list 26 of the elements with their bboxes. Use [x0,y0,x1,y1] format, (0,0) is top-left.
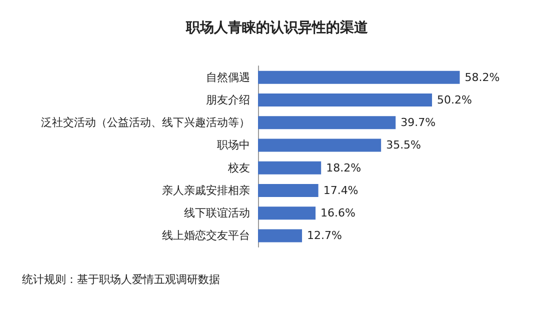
data-label: 50.2% [437,93,472,106]
text: 统计规则：基于职场人爱情五观调研数据 [22,273,220,286]
y-tick-label: 亲人亲戚安排相亲 [162,184,250,197]
data-label: 16.6% [320,206,356,220]
data-label: 17.4% [323,184,358,197]
bar [258,93,432,106]
bar [258,116,396,130]
y-tick-label: 线上婚恋交友平台 [162,229,250,242]
data-label: 58.2% [464,70,500,84]
chart-title: 职场人青睐的认识异性的渠道 [185,19,369,36]
data-label: 39.7% [400,116,436,130]
data-label: 35.5% [386,138,422,152]
y-tick-label: 线下联谊活动 [184,206,250,220]
data-label: 18.2% [326,161,362,174]
y-tick-label: 朋友介绍 [206,93,250,106]
bar [258,184,318,197]
bar [258,138,382,152]
y-tick-label: 泛社交活动（公益活动、线下兴趣活动等） [41,116,250,130]
y-tick-label: 职场中 [217,138,250,152]
bar [258,70,460,84]
y-tick-label: 自然偶遇 [206,70,250,84]
data-label: 12.7% [307,229,342,242]
bar [258,206,316,220]
bar [258,161,322,174]
y-tick-label: 校友 [227,161,250,174]
bar [258,229,302,242]
